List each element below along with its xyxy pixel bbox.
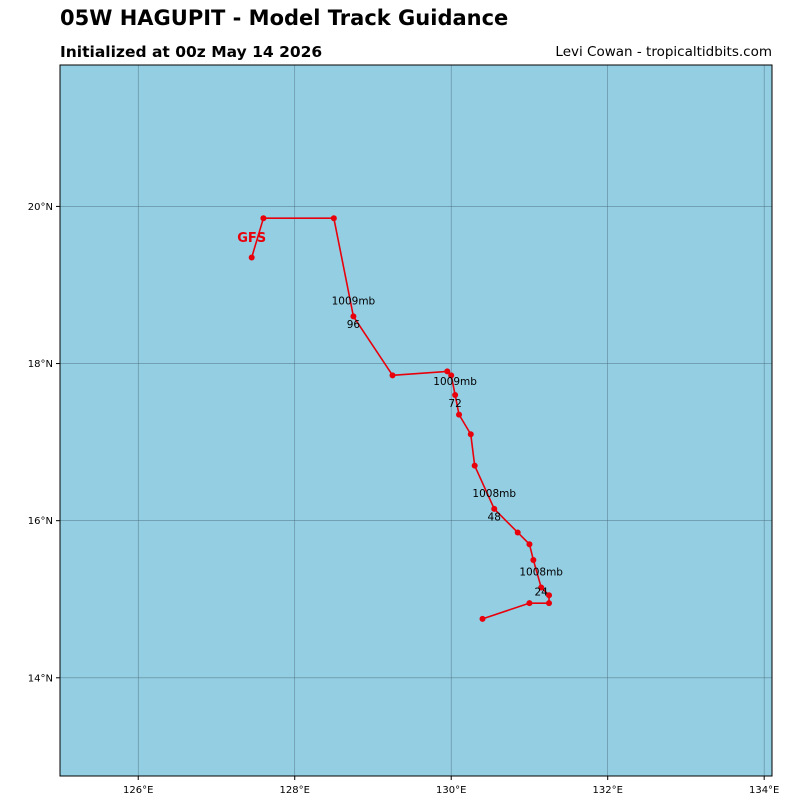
y-tick-label: 16°N: [28, 516, 53, 527]
y-tick-label: 18°N: [28, 359, 53, 370]
track-point: [389, 372, 396, 379]
track-point: [538, 584, 545, 591]
model-label-gfs: GFS: [237, 231, 266, 246]
track-point: [514, 529, 521, 536]
y-tick-label: 14°N: [28, 673, 53, 684]
y-tick-label: 20°N: [28, 202, 53, 213]
x-tick-label: 134°E: [749, 785, 779, 796]
track-point: [350, 313, 357, 320]
track-point: [546, 600, 553, 607]
ocean-background: [60, 65, 772, 776]
forecast-hour-label: 72: [448, 398, 461, 410]
pressure-label: 1009mb: [332, 296, 376, 308]
forecast-hour-label: 24: [534, 586, 548, 598]
track-point: [526, 600, 533, 607]
track-layer: [248, 215, 553, 622]
track-point: [456, 411, 463, 418]
track-point: [467, 431, 474, 438]
pressure-label: 1008mb: [519, 567, 563, 579]
track-point: [546, 592, 553, 599]
x-tick-label: 130°E: [436, 785, 466, 796]
track-point: [491, 505, 498, 512]
x-tick-label: 126°E: [123, 785, 153, 796]
chart-title: 05W HAGUPIT - Model Track Guidance: [60, 6, 509, 30]
graticule: [60, 65, 772, 776]
track-point: [248, 254, 255, 261]
axis-ticks: 126°E 128°E 130°E 132°E 134°E 14°N 16°N 18°N 20°…: [28, 202, 780, 796]
track-point: [479, 615, 486, 622]
chart-subtitle: Initialized at 00z May 14 2026: [60, 43, 323, 61]
track-point: [444, 368, 451, 375]
forecast-hour-label: 48: [488, 512, 501, 524]
x-tick-label: 128°E: [280, 785, 310, 796]
forecast-hour-label: 96: [347, 319, 361, 331]
chart-credit: Levi Cowan - tropicaltidbits.com: [555, 44, 772, 60]
map-frame: [59, 64, 773, 777]
pressure-label: 1008mb: [472, 488, 516, 500]
pressure-label: 1009mb: [433, 376, 477, 388]
track-point: [530, 556, 537, 563]
track-point: [260, 215, 267, 222]
track-point: [471, 462, 478, 469]
annotation-layer: 1008mb 1008mb 1009mb 1009mb 24 48 72 96 GFS: [237, 231, 563, 599]
track-point: [330, 215, 337, 222]
track-point: [448, 372, 455, 379]
track-point: [452, 391, 459, 398]
track-point: [526, 541, 533, 548]
x-tick-label: 132°E: [592, 785, 622, 796]
